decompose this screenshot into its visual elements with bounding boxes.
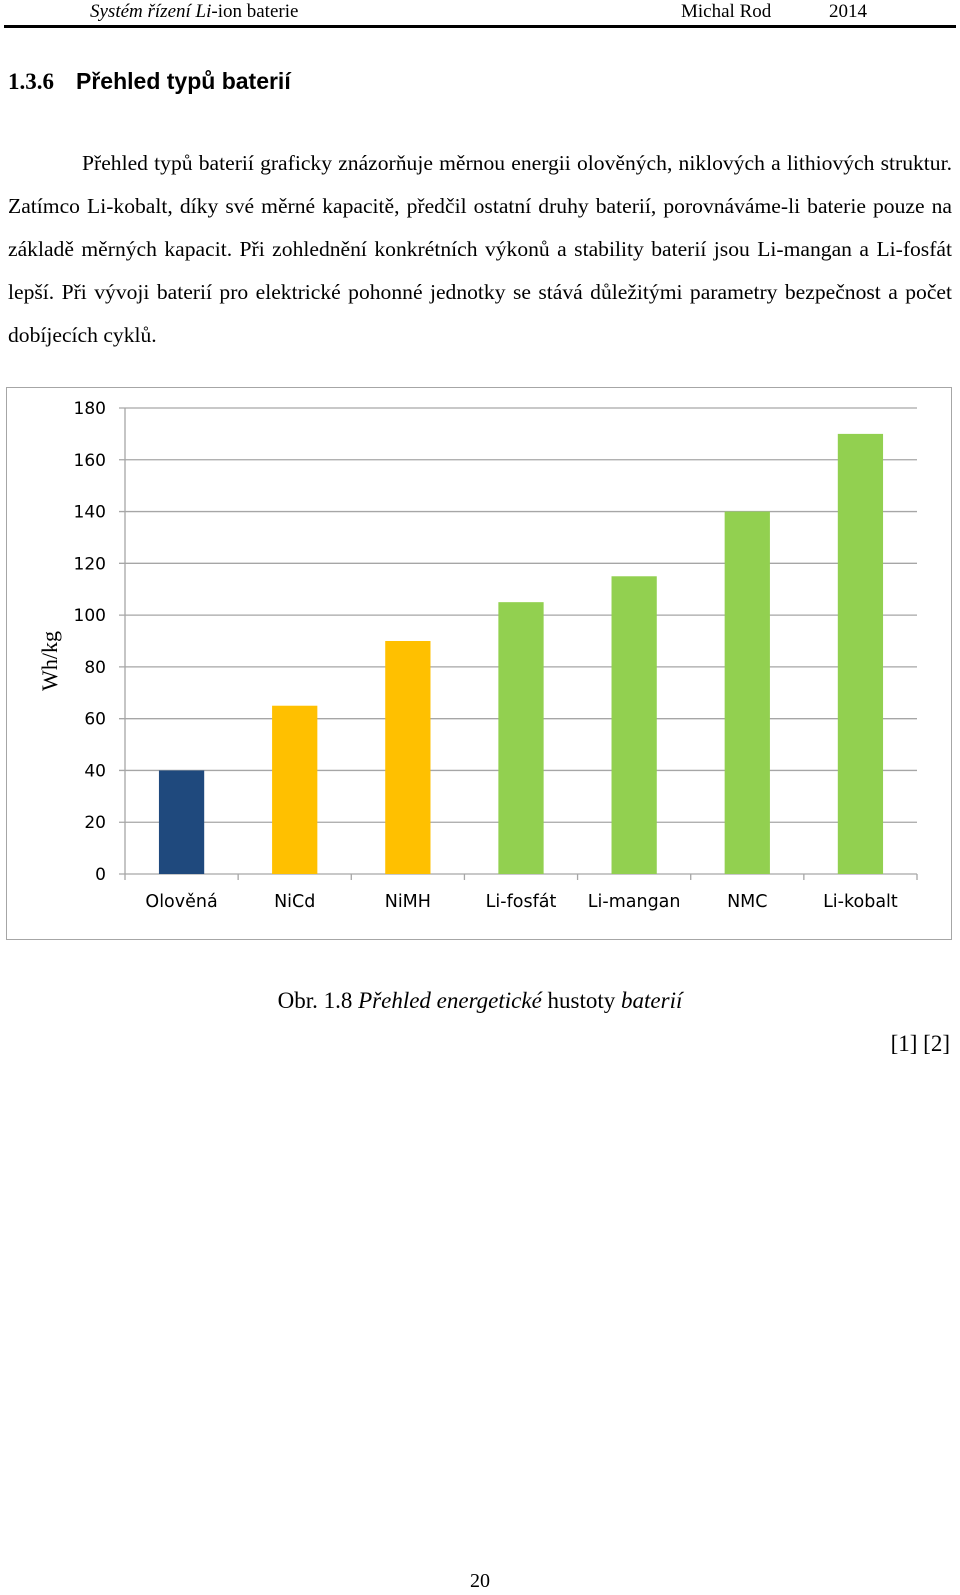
figure-caption: Obr. 1.8 Přehled energetické hustoty bat… xyxy=(0,988,960,1014)
bar xyxy=(837,433,884,874)
x-tick-label: NMC xyxy=(727,892,767,912)
section-number: 1.3.6 xyxy=(8,69,54,94)
x-tick-label: Li-kobalt xyxy=(823,892,898,912)
x-tick-label: NiCd xyxy=(274,892,315,912)
y-tick-label: 100 xyxy=(74,606,106,626)
references: [1] [2] xyxy=(890,1031,950,1056)
y-tick-label: 0 xyxy=(95,865,106,885)
x-tick-label: Li-fosfát xyxy=(486,892,557,912)
header-title: Systém řízení Li-ion baterie xyxy=(90,1,298,23)
page-number: 20 xyxy=(470,1570,490,1592)
y-axis-title: Wh/kg xyxy=(37,631,62,691)
bar xyxy=(272,705,318,874)
x-tick-label: NiMH xyxy=(385,892,431,912)
caption-italic-1: Přehled energetické xyxy=(358,988,542,1013)
y-tick-label: 80 xyxy=(84,658,106,678)
caption-italic-2: baterií xyxy=(621,988,683,1013)
energy-density-chart: 0 20 40 60 80 100 120 140 160 180 Olověná NiCd NiMH L… xyxy=(37,399,918,912)
chart-frame: 0 20 40 60 80 100 120 140 160 180 Olověná NiCd NiMH L… xyxy=(6,387,952,940)
y-tick-label: 40 xyxy=(84,761,106,781)
section-title: Přehled typů baterií xyxy=(76,68,291,94)
bar xyxy=(385,641,431,874)
y-tick-label: 140 xyxy=(74,503,106,523)
bar xyxy=(724,511,770,874)
header-year: 2014 xyxy=(829,1,867,22)
y-tick-label: 20 xyxy=(84,813,106,833)
header-title-rest: -ion baterie xyxy=(211,1,299,22)
y-tick-label: 160 xyxy=(74,451,106,471)
header-author: Michal Rod xyxy=(681,1,772,22)
bar xyxy=(158,770,205,874)
caption-prefix: Obr. 1.8 xyxy=(277,988,359,1013)
y-tick-label: 180 xyxy=(74,399,106,419)
header-rule xyxy=(4,25,956,28)
caption-middle: hustoty xyxy=(541,988,622,1013)
y-tick-label: 120 xyxy=(74,554,106,574)
x-tick-label: Li-mangan xyxy=(588,892,681,912)
y-tick-label: 60 xyxy=(84,710,106,730)
body-paragraph: Přehled typů baterií graficky znázorňuje… xyxy=(8,151,952,347)
section-heading: 1.3.6 Přehled typů baterií xyxy=(8,68,291,95)
bar xyxy=(611,576,657,874)
header-title-italic: Systém řízení Li xyxy=(90,1,212,22)
page-header: Systém řízení Li-ion baterie Michal Rod … xyxy=(0,0,960,30)
x-tick-label: Olověná xyxy=(145,892,217,912)
bar xyxy=(498,602,544,874)
